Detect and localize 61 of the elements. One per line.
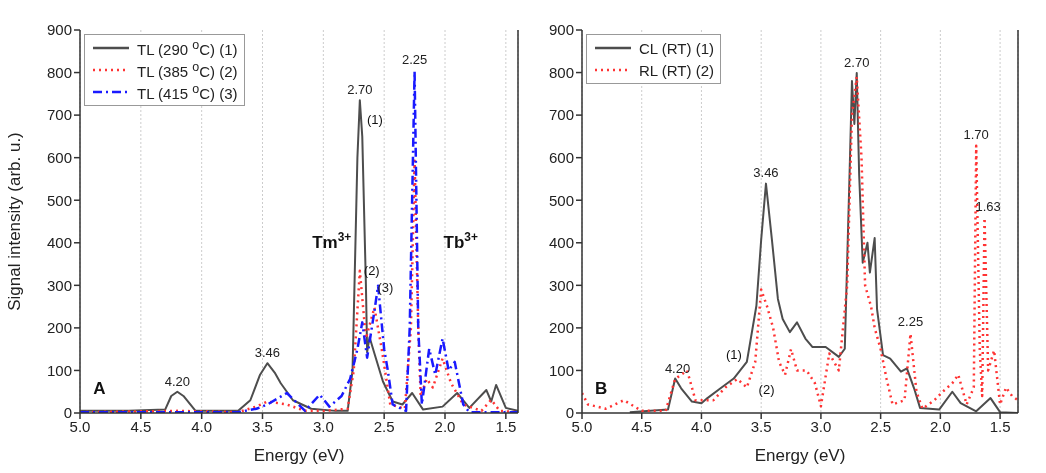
x-tick-label: 3.5	[750, 417, 772, 435]
x-tick-label: 1.5	[989, 417, 1011, 435]
x-tick-label: 2.0	[929, 417, 951, 435]
annotation: 2.70	[347, 82, 373, 98]
legend-label: RL (RT) (2)	[639, 61, 714, 79]
annotation: 2.25	[897, 314, 924, 330]
annotation: (1)	[725, 347, 742, 363]
annotation: 3.46	[753, 165, 779, 181]
x-tick-label: 4.5	[130, 417, 152, 435]
y-tick-label: 400	[46, 234, 72, 252]
x-tick-label: 1.5	[495, 417, 517, 435]
legend-label: TL (415 $^{o}$C) (3)	[137, 82, 238, 102]
y-tick-label: 300	[548, 276, 574, 294]
y-tick-label: 700	[46, 106, 72, 124]
y-tick-label: 800	[548, 63, 574, 81]
y-tick-label: 900	[46, 21, 72, 39]
y-tick-label: 100	[46, 361, 72, 379]
annotation: B	[595, 378, 608, 398]
annotation: 1.63	[975, 199, 1001, 215]
annotation: 4.20	[164, 373, 190, 389]
y-tick-label: 200	[548, 319, 574, 337]
x-tick-label: 4.5	[631, 417, 653, 435]
x-tick-label: 5.0	[571, 417, 593, 435]
x-tick-label: 4.0	[191, 417, 213, 435]
y-tick-label: 0	[63, 404, 72, 422]
y-tick-label: 400	[548, 234, 574, 252]
y-tick-label: 0	[565, 404, 574, 422]
legend-label: CL (RT) (1)	[639, 39, 714, 57]
x-axis-title: Energy (eV)	[253, 446, 345, 465]
y-tick-label: 700	[548, 106, 574, 124]
annotation: A	[93, 378, 106, 398]
annotation: 1.70	[963, 126, 989, 142]
y-tick-label: 900	[548, 21, 574, 39]
x-tick-label: 3.0	[810, 417, 832, 435]
y-tick-label: 600	[46, 148, 72, 166]
y-axis-title: Signal intensity (arb. u.)	[5, 132, 25, 311]
annotation: Tb$^{3+}$	[443, 230, 478, 253]
y-tick-label: 800	[46, 63, 72, 81]
y-tick-label: 200	[46, 319, 72, 337]
annotation: 2.70	[844, 54, 870, 70]
x-tick-label: 2.5	[373, 417, 395, 435]
annotation: 2.25	[401, 52, 428, 68]
x-tick-label: 2.5	[870, 417, 892, 435]
annotation: Tm$^{3+}$	[312, 230, 352, 253]
legend-label: TL (385 $^{o}$C) (2)	[137, 60, 238, 80]
x-axis-title: Energy (eV)	[754, 446, 846, 465]
annotation: 3.46	[254, 345, 281, 361]
annotation: 4.20	[664, 360, 691, 376]
y-tick-label: 300	[46, 276, 72, 294]
y-tick-label: 100	[548, 361, 574, 379]
y-tick-label: 500	[46, 191, 72, 209]
x-tick-label: 4.0	[691, 417, 712, 435]
legend-label: TL (290 $^{o}$C) (1)	[137, 38, 238, 58]
x-tick-label: 2.0	[434, 417, 456, 435]
y-tick-label: 600	[548, 148, 574, 166]
x-tick-label: 3.5	[252, 417, 273, 435]
x-tick-label: 3.0	[312, 417, 334, 435]
annotation: (1)	[366, 111, 383, 127]
annotation: (2)	[758, 381, 775, 397]
y-tick-label: 500	[548, 191, 574, 209]
x-tick-label: 5.0	[69, 417, 91, 435]
